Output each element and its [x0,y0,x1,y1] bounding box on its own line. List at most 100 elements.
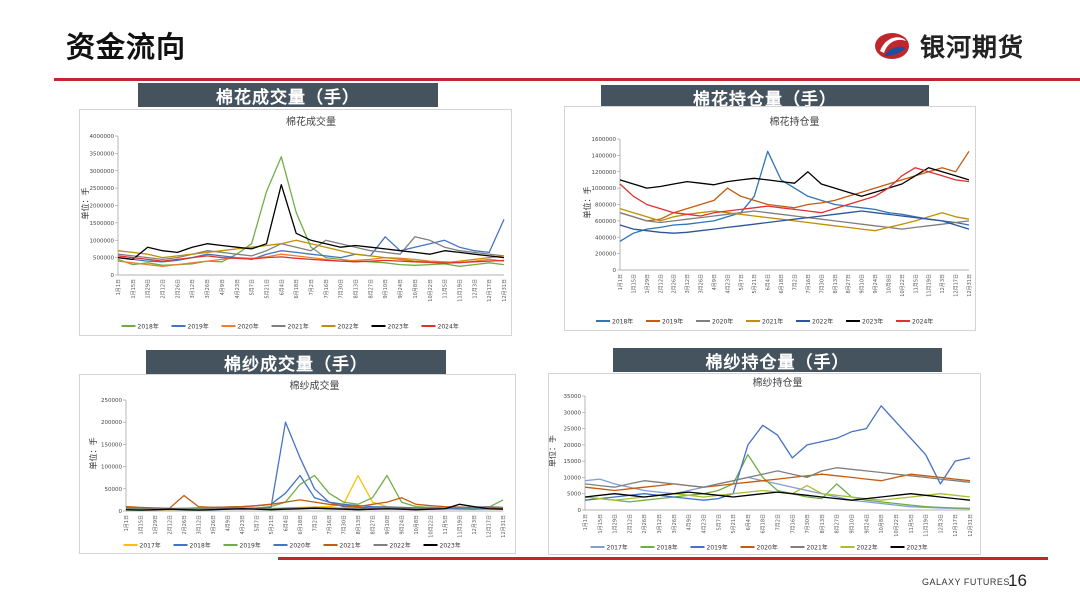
legend-label: 2022年 [338,323,359,331]
x-tick-label: 2月12日 [161,279,167,299]
legend-label: 2022年 [390,542,411,550]
x-tick-label: 12月3日 [472,515,478,535]
x-tick-label: 4月9日 [687,514,693,530]
x-tick-label: 6月18日 [298,515,304,535]
x-tick-label: 11月5日 [443,515,449,535]
x-tick-label: 1月1日 [583,514,589,530]
y-tick-label: 25000 [564,427,582,433]
x-tick-label: 12月31日 [502,279,508,302]
legend-label: 2017年 [607,544,628,552]
series-line-2019年 [117,219,505,263]
x-tick-label: 4月23日 [235,279,241,299]
series-line-2017年 [125,474,504,511]
legend-label: 2019年 [240,542,261,550]
page-number: 16 [1008,571,1027,590]
x-tick-label: 4月23日 [701,514,707,534]
y-tick-label: 500000 [93,256,114,262]
legend-label: 2024年 [438,323,459,331]
legend-label: 2020年 [290,542,311,550]
legend-label: 2021年 [762,318,783,326]
y-tick-label: 0 [613,268,617,274]
x-tick-label: 5月21日 [752,274,758,294]
x-tick-label: 5月21日 [269,515,275,535]
x-tick-label: 1月15日 [631,274,637,294]
legend-label: 2023年 [440,542,461,550]
x-tick-label: 3月26日 [205,279,211,299]
x-tick-label: 11月19日 [458,515,464,538]
x-tick-label: 10月8日 [414,515,420,535]
y-tick-label: 5000 [567,492,581,498]
legend-label: 2021年 [288,323,309,331]
chart-title: 棉花持仓量 [770,115,820,128]
series-line-2019年 [619,150,970,222]
legend-label: 2023年 [862,318,883,326]
series-line-2020年 [584,473,971,492]
panel-label-cotton-volume: 棉花成交量（手） [138,83,438,108]
series-line-2022年 [619,210,970,234]
x-tick-label: 3月12日 [197,515,203,535]
y-axis-label: 单位：手 [88,438,98,470]
x-tick-label: 1月1日 [116,279,122,295]
legend-label: 2018年 [612,318,633,326]
page-title: 资金流向 [66,30,187,64]
chart-title: 棉花成交量 [286,115,336,128]
y-tick-label: 30000 [564,410,582,416]
y-tick-label: 2000000 [90,204,115,210]
top-divider [54,78,1080,81]
x-tick-label: 12月3日 [940,274,946,294]
series-line-2018年 [117,156,505,267]
x-tick-label: 4月23日 [240,515,246,535]
series-line-2018年 [584,453,971,510]
x-tick-label: 10月22日 [428,279,434,302]
chart-yarn-volume: 棉纱成交量 单位：手 0 50000 100000 150000 200000 250000 1… [79,374,516,554]
x-tick-label: 7月30日 [339,279,345,299]
y-tick-label: 10000 [564,475,582,481]
x-tick-label: 7月2日 [309,279,315,295]
legend-label: 2021年 [807,544,828,552]
x-tick-label: 2月12日 [168,515,174,535]
y-tick-label: 35000 [564,394,582,400]
y-tick-label: 250000 [101,398,122,404]
legend-label: 2020年 [712,318,733,326]
chart-title: 棉纱成交量 [290,379,340,392]
x-tick-label: 8月13日 [356,515,362,535]
y-tick-label: 4000000 [90,134,115,140]
y-tick-label: 400000 [595,235,616,241]
x-tick-label: 7月2日 [793,274,799,290]
x-tick-label: 3月12日 [685,274,691,294]
x-tick-label: 9月24日 [400,515,406,535]
legend-label: 2019年 [662,318,683,326]
legend-label: 2018年 [657,544,678,552]
legend-label: 2019年 [188,323,209,331]
x-tick-label: 7月16日 [806,274,812,294]
x-tick-label: 6月4日 [284,515,290,531]
y-axis-label: 单位：手 [582,187,592,219]
x-tick-label: 10月22日 [894,514,900,537]
legend-label: 2023年 [907,544,928,552]
y-tick-label: 600000 [595,219,616,225]
y-tick-label: 0 [111,273,115,279]
y-tick-label: 50000 [105,487,123,493]
x-tick-label: 4月9日 [220,279,226,295]
series-line-2023年 [619,167,970,197]
series-line-2019年 [584,405,971,501]
series-line-2023年 [117,184,505,261]
x-tick-label: 10月22日 [429,515,435,538]
x-tick-label: 9月24日 [398,279,404,299]
x-tick-label: 1月1日 [618,274,624,290]
x-tick-label: 10月8日 [413,279,419,299]
x-tick-label: 8月27日 [368,279,374,299]
x-tick-label: 12月17日 [953,514,959,537]
x-tick-label: 1月15日 [131,279,137,299]
x-tick-label: 11月5日 [443,279,449,299]
x-tick-label: 9月10日 [383,279,389,299]
x-tick-label: 5月7日 [739,274,745,290]
x-tick-label: 1月29日 [645,274,651,294]
x-tick-label: 2月12日 [627,514,633,534]
x-tick-label: 6月18日 [294,279,300,299]
x-tick-label: 12月31日 [967,274,973,297]
x-tick-label: 1月29日 [146,279,152,299]
series-line-2024年 [619,167,970,217]
x-tick-label: 3月12日 [190,279,196,299]
x-tick-label: 6月18日 [761,514,767,534]
